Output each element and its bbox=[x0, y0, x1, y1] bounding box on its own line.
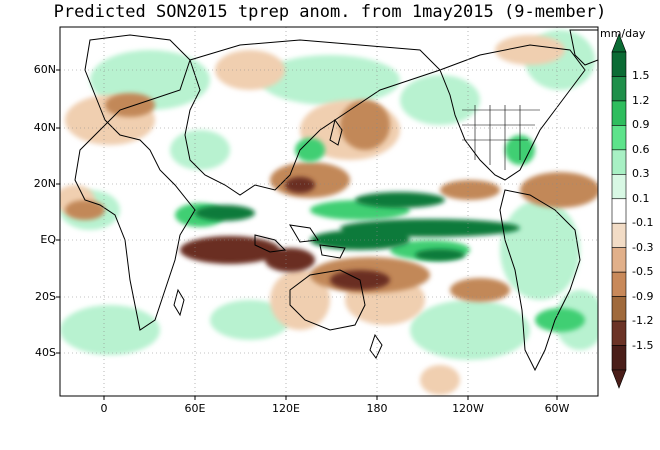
lat-label-20s: 20S bbox=[35, 290, 56, 303]
colorbar-tick-label: 1.2 bbox=[632, 93, 650, 107]
state-borders bbox=[462, 105, 540, 170]
colorbar-bin bbox=[611, 174, 627, 200]
colorbar-bin bbox=[611, 271, 627, 297]
colorbar-bin bbox=[611, 222, 627, 248]
colorbar-tick-label: -0.9 bbox=[632, 289, 654, 303]
colorbar-tick-label: 0.1 bbox=[632, 191, 650, 205]
units-label: mm/day bbox=[600, 27, 646, 40]
map-title: Predicted SON2015 tprep anom. from 1may2… bbox=[53, 2, 607, 22]
colorbar-tick-label: -0.5 bbox=[632, 265, 654, 279]
colorbar-bin bbox=[611, 247, 627, 273]
colorbar-bin bbox=[611, 345, 627, 371]
colorbar-tick-label: 0.3 bbox=[632, 167, 650, 181]
colorbar-bin bbox=[611, 320, 627, 346]
colorbar-bin bbox=[611, 76, 627, 102]
lat-label-20n: 20N bbox=[33, 177, 56, 190]
colorbar-tick-label: -1.5 bbox=[632, 338, 654, 352]
colorbar-bottom-arrow bbox=[611, 369, 627, 389]
colorbar-tick-label: -0.3 bbox=[632, 240, 654, 254]
anomaly-field bbox=[60, 29, 598, 395]
lat-label-40s: 40S bbox=[35, 346, 56, 359]
gridlines bbox=[60, 27, 598, 396]
lat-label-40n: 40N bbox=[33, 121, 56, 134]
colorbar-bin bbox=[611, 198, 627, 224]
colorbar-bin bbox=[611, 296, 627, 322]
map-frame bbox=[59, 26, 599, 397]
lon-label-0: 0 bbox=[100, 402, 108, 415]
lat-label-eq: EQ bbox=[40, 233, 56, 246]
positive-light-patches bbox=[60, 30, 598, 360]
colorbar-tick-label: -1.2 bbox=[632, 314, 654, 328]
colorbar bbox=[611, 33, 627, 389]
colorbar-top-arrow bbox=[611, 33, 627, 53]
colorbar-bin bbox=[611, 51, 627, 77]
lon-label-180: 180 bbox=[366, 402, 388, 415]
lon-label-120e: 120E bbox=[272, 402, 300, 415]
ticks bbox=[56, 69, 558, 400]
colorbar-tick-label: 0.6 bbox=[632, 142, 650, 156]
lon-label-60e: 60E bbox=[184, 402, 206, 415]
lat-label-60n: 60N bbox=[33, 63, 56, 76]
colorbar-bin bbox=[611, 125, 627, 151]
colorbar-tick-label: 0.9 bbox=[632, 118, 650, 132]
colorbar-bin bbox=[611, 100, 627, 126]
lon-label-60w: 60W bbox=[544, 402, 570, 415]
colorbar-tick-label: 1.5 bbox=[632, 69, 650, 83]
colorbar-bin bbox=[611, 149, 627, 175]
lon-label-120w: 120W bbox=[452, 402, 484, 415]
colorbar-tick-label: -0.1 bbox=[632, 216, 654, 230]
coastlines bbox=[74, 29, 598, 372]
